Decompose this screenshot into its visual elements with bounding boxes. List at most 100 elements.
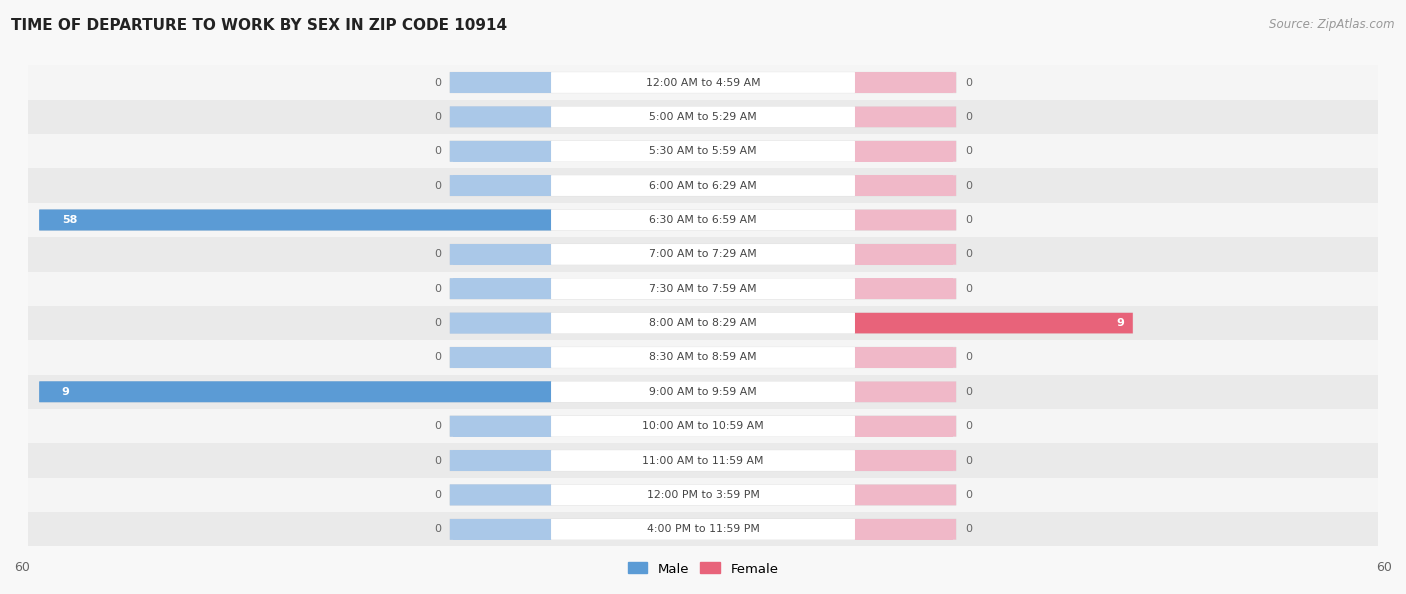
FancyBboxPatch shape [39, 381, 551, 402]
FancyBboxPatch shape [855, 175, 956, 196]
Bar [855, 106, 953, 127]
Text: 5:30 AM to 5:59 AM: 5:30 AM to 5:59 AM [650, 146, 756, 156]
FancyBboxPatch shape [551, 416, 855, 437]
Bar [548, 381, 551, 402]
Bar [855, 485, 953, 505]
FancyBboxPatch shape [450, 519, 956, 539]
FancyBboxPatch shape [855, 347, 956, 368]
FancyBboxPatch shape [551, 313, 855, 333]
Text: 0: 0 [965, 112, 972, 122]
Bar [548, 347, 551, 368]
Bar [855, 72, 858, 93]
Text: 6:00 AM to 6:29 AM: 6:00 AM to 6:29 AM [650, 181, 756, 191]
FancyBboxPatch shape [450, 106, 956, 127]
Text: 0: 0 [965, 249, 972, 260]
Bar [855, 210, 953, 230]
FancyBboxPatch shape [855, 313, 1133, 333]
Text: 0: 0 [434, 318, 441, 328]
Text: 12:00 AM to 4:59 AM: 12:00 AM to 4:59 AM [645, 78, 761, 87]
Text: 7:30 AM to 7:59 AM: 7:30 AM to 7:59 AM [650, 284, 756, 293]
Text: 4:00 PM to 11:59 PM: 4:00 PM to 11:59 PM [647, 525, 759, 534]
Text: Source: ZipAtlas.com: Source: ZipAtlas.com [1270, 18, 1395, 31]
Bar [855, 141, 858, 162]
Bar [548, 141, 551, 162]
Bar [855, 72, 953, 93]
FancyBboxPatch shape [551, 175, 855, 196]
Text: TIME OF DEPARTURE TO WORK BY SEX IN ZIP CODE 10914: TIME OF DEPARTURE TO WORK BY SEX IN ZIP … [11, 18, 508, 33]
Text: 0: 0 [434, 181, 441, 191]
Text: 60: 60 [1376, 561, 1392, 574]
FancyBboxPatch shape [450, 106, 551, 127]
Text: 0: 0 [434, 284, 441, 293]
Text: 11:00 AM to 11:59 AM: 11:00 AM to 11:59 AM [643, 456, 763, 466]
Bar [28, 203, 1378, 237]
Bar [548, 175, 551, 196]
Text: 0: 0 [965, 352, 972, 362]
FancyBboxPatch shape [450, 347, 551, 368]
Text: 10:00 AM to 10:59 AM: 10:00 AM to 10:59 AM [643, 421, 763, 431]
FancyBboxPatch shape [855, 519, 956, 539]
Bar [42, 381, 551, 402]
FancyBboxPatch shape [450, 485, 956, 505]
Text: 0: 0 [434, 249, 441, 260]
FancyBboxPatch shape [551, 210, 855, 230]
FancyBboxPatch shape [450, 347, 551, 368]
Bar [855, 416, 858, 437]
Text: 0: 0 [434, 146, 441, 156]
FancyBboxPatch shape [551, 519, 855, 539]
FancyBboxPatch shape [855, 450, 956, 471]
FancyBboxPatch shape [450, 279, 551, 299]
Bar [855, 141, 953, 162]
FancyBboxPatch shape [551, 106, 855, 127]
FancyBboxPatch shape [450, 141, 956, 162]
Bar [28, 100, 1378, 134]
Text: 0: 0 [965, 78, 972, 87]
Text: 0: 0 [434, 112, 441, 122]
FancyBboxPatch shape [855, 106, 956, 127]
FancyBboxPatch shape [450, 485, 551, 505]
FancyBboxPatch shape [450, 72, 551, 93]
Bar [453, 485, 551, 505]
Bar [855, 381, 953, 402]
Bar [548, 279, 551, 299]
Bar [42, 210, 551, 230]
Text: 8:00 AM to 8:29 AM: 8:00 AM to 8:29 AM [650, 318, 756, 328]
FancyBboxPatch shape [855, 485, 956, 505]
FancyBboxPatch shape [450, 175, 956, 196]
Bar [855, 175, 953, 196]
Text: 0: 0 [434, 78, 441, 87]
FancyBboxPatch shape [551, 347, 855, 368]
Bar [28, 134, 1378, 169]
FancyBboxPatch shape [855, 381, 956, 402]
FancyBboxPatch shape [450, 244, 551, 265]
Text: 0: 0 [965, 490, 972, 500]
FancyBboxPatch shape [855, 279, 956, 299]
Bar [855, 313, 858, 333]
Bar [855, 416, 953, 437]
FancyBboxPatch shape [551, 279, 855, 299]
Bar [453, 519, 551, 539]
Text: 0: 0 [965, 215, 972, 225]
Bar [855, 279, 953, 299]
FancyBboxPatch shape [855, 72, 956, 93]
Bar [855, 519, 953, 539]
FancyBboxPatch shape [450, 416, 956, 437]
FancyBboxPatch shape [450, 279, 551, 299]
Bar [28, 169, 1378, 203]
FancyBboxPatch shape [450, 450, 551, 471]
Text: 0: 0 [434, 421, 441, 431]
Bar [28, 512, 1378, 546]
Text: 0: 0 [965, 421, 972, 431]
Bar [548, 450, 551, 471]
Text: 9: 9 [1116, 318, 1123, 328]
Text: 5:00 AM to 5:29 AM: 5:00 AM to 5:29 AM [650, 112, 756, 122]
FancyBboxPatch shape [855, 244, 956, 265]
Bar [548, 485, 551, 505]
Text: 0: 0 [434, 352, 441, 362]
Text: 0: 0 [434, 490, 441, 500]
FancyBboxPatch shape [551, 450, 855, 471]
Bar [855, 450, 858, 471]
Bar [453, 347, 551, 368]
FancyBboxPatch shape [450, 72, 551, 93]
Bar [28, 409, 1378, 443]
